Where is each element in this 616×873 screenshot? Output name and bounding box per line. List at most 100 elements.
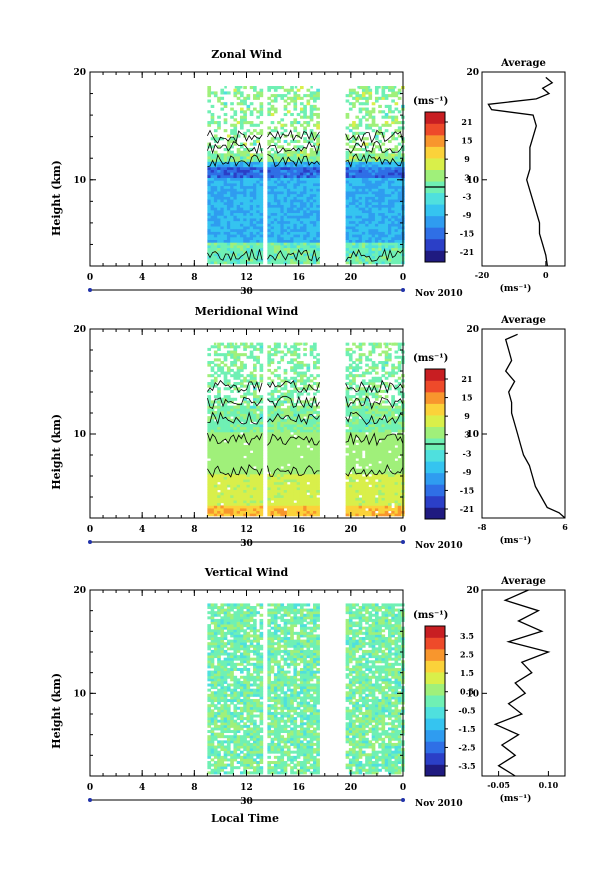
heatmap-cell	[391, 94, 395, 98]
heatmap-cell	[267, 434, 272, 438]
heatmap-cell	[397, 234, 402, 238]
heatmap-cell	[253, 395, 257, 399]
heatmap-cell	[345, 258, 350, 262]
heatmap-cell	[213, 500, 218, 504]
heatmap-cell	[230, 431, 234, 435]
heatmap-cell	[371, 253, 376, 257]
heatmap-cell	[239, 455, 244, 459]
heatmap-cell	[299, 392, 304, 396]
heatmap-cell	[243, 174, 247, 179]
heatmap-cell	[233, 212, 238, 216]
heatmap-cell	[293, 484, 298, 488]
heatmap-cell	[352, 201, 356, 205]
heatmap-cell	[293, 156, 298, 160]
heatmap-cell	[256, 96, 260, 100]
heatmap-cell	[249, 191, 254, 195]
heatmap-cell	[253, 142, 257, 146]
heatmap-cell	[365, 476, 369, 480]
heatmap-cell	[348, 426, 353, 430]
heatmap-cell	[378, 147, 382, 152]
heatmap-cell	[394, 255, 399, 259]
heatmap-cell	[286, 405, 291, 409]
heatmap-cell	[283, 471, 288, 475]
heatmap-cell	[352, 410, 356, 414]
heatmap-cell	[277, 350, 281, 354]
heatmap-cell	[223, 460, 228, 464]
heatmap-cell	[381, 258, 386, 262]
heatmap-cell	[256, 466, 260, 470]
heatmap-cell	[316, 424, 320, 428]
heatmap-cell	[246, 497, 251, 501]
heatmap-cell	[313, 94, 317, 98]
heatmap-cell	[348, 445, 353, 449]
heatmap-cell	[226, 368, 231, 372]
heatmap-cell	[253, 405, 257, 409]
heatmap-cell	[239, 185, 244, 189]
heatmap-cell	[384, 121, 389, 125]
heatmap-cell	[259, 508, 264, 512]
heatmap-cell	[230, 460, 234, 464]
heatmap-cell	[253, 231, 257, 235]
heatmap-cell	[352, 460, 356, 464]
heatmap-cell	[358, 180, 363, 184]
heatmap-cell	[249, 258, 254, 262]
heatmap-cell	[309, 158, 314, 162]
heatmap-cell	[299, 247, 304, 251]
heatmap-cell	[239, 158, 244, 162]
heatmap-cell	[283, 497, 288, 501]
heatmap-cell	[361, 500, 366, 504]
heatmap-cell	[213, 185, 218, 189]
heatmap-cell	[355, 397, 360, 401]
heatmap-cell	[355, 439, 360, 443]
heatmap-cell	[388, 247, 392, 251]
heatmap-cell	[239, 247, 244, 251]
heatmap-cell	[306, 223, 311, 227]
heatmap-cell	[374, 201, 379, 205]
heatmap-cell	[213, 207, 218, 211]
heatmap-cell	[249, 164, 254, 168]
heatmap-cell	[361, 471, 366, 475]
heatmap-cell	[397, 215, 402, 219]
heatmap-cell	[290, 204, 294, 208]
heatmap-cell	[361, 164, 366, 168]
heatmap-cell	[384, 228, 389, 232]
heatmap-cell	[283, 112, 288, 117]
heatmap-cell	[217, 236, 221, 240]
heatmap-cell	[280, 476, 285, 480]
heatmap-cell	[233, 505, 238, 509]
heatmap-cell	[303, 342, 307, 346]
heatmap-cell	[286, 226, 291, 230]
heatmap-cell	[365, 471, 369, 475]
heatmap-cell	[280, 239, 285, 243]
heatmap-cell	[220, 368, 225, 372]
heatmap-cell	[365, 368, 369, 372]
heatmap-cell	[230, 158, 234, 162]
heatmap-cell	[361, 242, 366, 246]
heatmap-cell	[273, 220, 278, 224]
heatmap-cell	[361, 400, 366, 404]
heatmap-cell	[280, 183, 285, 187]
heatmap-cell	[374, 123, 379, 127]
heatmap-cell	[352, 239, 356, 243]
heatmap-cell	[286, 416, 291, 420]
heatmap-cell	[365, 513, 369, 517]
heatmap-cell	[348, 484, 353, 488]
heatmap-cell	[280, 429, 285, 433]
heatmap-cell	[306, 473, 311, 477]
heatmap-cell	[267, 191, 272, 195]
heatmap-cell	[267, 505, 272, 509]
heatmap-cell	[273, 153, 278, 157]
heatmap-cell	[256, 139, 260, 143]
heatmap-cell	[361, 387, 366, 391]
heatmap-cell	[230, 492, 234, 496]
heatmap-cell	[259, 350, 264, 354]
heatmap-cell	[246, 183, 251, 187]
heatmap-cell	[309, 445, 314, 449]
heatmap-cell	[226, 234, 231, 238]
heatmap-cell	[361, 426, 366, 430]
heatmap-cell	[299, 231, 304, 235]
heatmap-cell	[361, 156, 366, 160]
heatmap-cell	[207, 188, 212, 192]
heatmap-cell	[267, 193, 272, 197]
heatmap-cell	[246, 400, 251, 404]
